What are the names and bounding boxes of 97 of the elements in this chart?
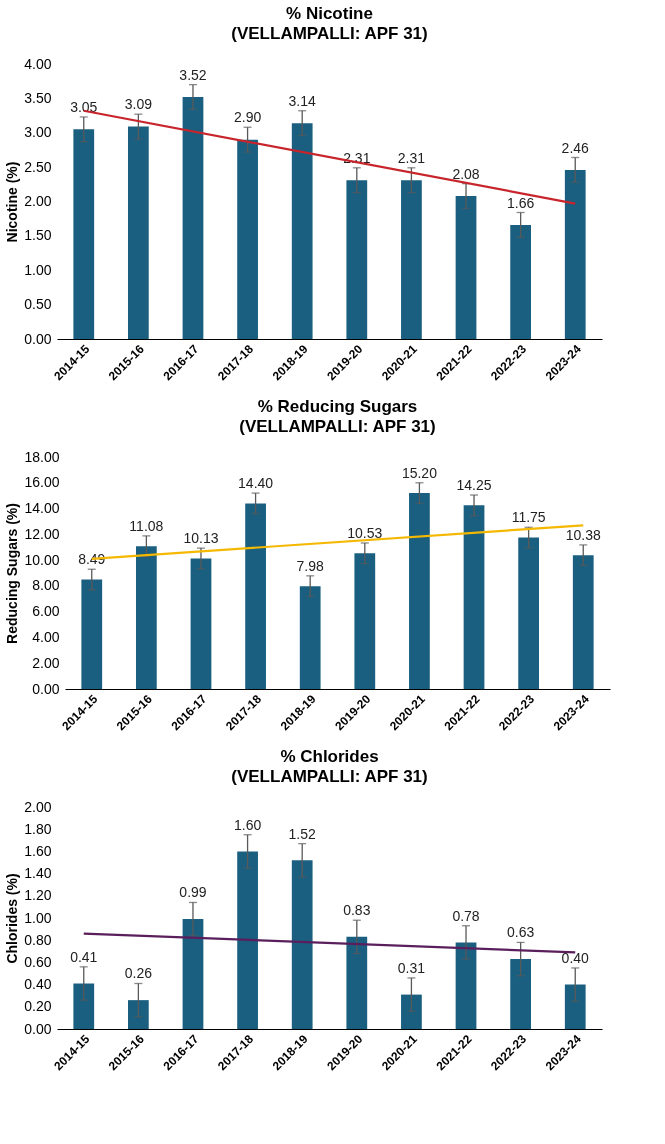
y-tick-label: 1.60 bbox=[24, 842, 52, 859]
y-tick-label: 10.00 bbox=[24, 551, 60, 568]
bar bbox=[237, 851, 258, 1029]
bar bbox=[455, 196, 477, 339]
bar bbox=[245, 503, 266, 689]
data-label: 3.05 bbox=[70, 98, 98, 115]
bar bbox=[127, 1000, 149, 1029]
bar bbox=[73, 129, 95, 339]
data-label: 10.13 bbox=[183, 530, 219, 547]
y-tick-label: 3.00 bbox=[24, 124, 52, 141]
bar bbox=[182, 97, 204, 339]
y-axis-title: Chlorides (%) bbox=[4, 873, 21, 964]
bar bbox=[354, 553, 376, 689]
y-axis-title: Reducing Sugars (%) bbox=[4, 503, 21, 644]
data-label: 1.66 bbox=[507, 194, 535, 211]
bar bbox=[572, 555, 594, 689]
y-tick-label: 0.50 bbox=[24, 296, 52, 313]
y-tick-label: 0.40 bbox=[24, 976, 52, 993]
data-label: 0.26 bbox=[124, 965, 153, 982]
bar bbox=[81, 579, 103, 689]
bar bbox=[73, 983, 95, 1029]
data-label: 2.31 bbox=[397, 149, 426, 166]
y-axis-title: Nicotine (%) bbox=[4, 161, 21, 243]
bar bbox=[346, 180, 368, 339]
y-tick-label: 6.00 bbox=[32, 603, 60, 620]
y-tick-label: 2.50 bbox=[24, 158, 52, 175]
bar bbox=[299, 586, 321, 689]
y-tick-label: 1.80 bbox=[24, 820, 52, 837]
y-tick-label: 1.50 bbox=[24, 227, 52, 244]
data-label: 0.41 bbox=[70, 948, 98, 965]
data-label: 11.75 bbox=[511, 509, 546, 526]
y-tick-label: 1.20 bbox=[24, 887, 52, 904]
data-label: 3.09 bbox=[124, 96, 153, 113]
y-tick-label: 0.60 bbox=[24, 953, 52, 970]
data-label: 1.60 bbox=[233, 816, 262, 833]
chart-title: % Chlorides bbox=[280, 747, 379, 766]
data-label: 2.08 bbox=[452, 165, 480, 182]
data-label: 7.98 bbox=[296, 557, 325, 574]
data-label: 3.52 bbox=[179, 66, 207, 83]
bar bbox=[182, 919, 204, 1029]
chart-subtitle: (VELLAMPALLI: APF 31) bbox=[239, 417, 436, 436]
data-label: 2.46 bbox=[561, 139, 590, 156]
data-label: 0.83 bbox=[343, 902, 371, 919]
bar bbox=[237, 139, 258, 339]
data-label: 10.53 bbox=[347, 524, 383, 541]
data-label: 1.52 bbox=[288, 825, 317, 842]
y-tick-label: 8.00 bbox=[32, 577, 60, 594]
y-tick-label: 4.00 bbox=[32, 628, 60, 645]
data-label: 14.40 bbox=[238, 475, 274, 492]
y-tick-label: 3.50 bbox=[24, 89, 52, 106]
bar bbox=[518, 537, 540, 689]
data-label: 14.25 bbox=[456, 477, 492, 494]
y-tick-label: 12.00 bbox=[24, 525, 60, 542]
data-label: 0.63 bbox=[507, 924, 535, 941]
y-tick-label: 4.00 bbox=[24, 55, 52, 72]
chart-subtitle: (VELLAMPALLI: APF 31) bbox=[231, 767, 428, 786]
data-label: 10.38 bbox=[565, 526, 601, 543]
y-tick-label: 18.00 bbox=[24, 448, 60, 465]
bar bbox=[510, 959, 532, 1029]
data-label: 0.40 bbox=[561, 949, 590, 966]
bar bbox=[291, 123, 313, 339]
y-tick-label: 0.80 bbox=[24, 931, 52, 948]
bar bbox=[409, 493, 430, 689]
bar bbox=[401, 180, 422, 339]
data-label: 0.31 bbox=[397, 959, 426, 976]
y-tick-label: 1.00 bbox=[24, 261, 52, 278]
chart-title: % Nicotine bbox=[286, 4, 373, 23]
bar bbox=[564, 169, 586, 339]
data-label: 0.99 bbox=[179, 884, 207, 901]
y-tick-label: 1.00 bbox=[24, 909, 52, 926]
data-label: 2.90 bbox=[233, 109, 262, 126]
y-tick-label: 16.00 bbox=[24, 474, 60, 491]
bar bbox=[127, 126, 149, 339]
y-tick-label: 0.20 bbox=[24, 998, 52, 1015]
bar bbox=[510, 224, 532, 339]
bar bbox=[463, 505, 485, 689]
chart-title: % Reducing Sugars bbox=[257, 397, 418, 416]
bar bbox=[564, 984, 586, 1029]
bar bbox=[401, 994, 422, 1029]
data-label: 0.78 bbox=[452, 907, 480, 924]
y-tick-label: 0.00 bbox=[32, 680, 60, 697]
bar bbox=[135, 546, 157, 689]
y-tick-label: 14.00 bbox=[24, 500, 60, 517]
y-tick-label: 1.40 bbox=[24, 865, 52, 882]
y-tick-label: 2.00 bbox=[24, 798, 52, 815]
y-tick-label: 2.00 bbox=[32, 654, 60, 671]
y-tick-label: 0.00 bbox=[24, 330, 52, 347]
bar bbox=[346, 936, 368, 1029]
bar bbox=[455, 942, 477, 1029]
chart-subtitle: (VELLAMPALLI: APF 31) bbox=[231, 24, 428, 43]
bar bbox=[291, 860, 313, 1029]
y-tick-label: 2.00 bbox=[24, 193, 52, 209]
data-label: 3.14 bbox=[288, 92, 317, 109]
bar bbox=[190, 558, 212, 689]
y-tick-label: 0.00 bbox=[24, 1020, 52, 1037]
data-label: 15.20 bbox=[401, 464, 438, 481]
data-label: 11.08 bbox=[129, 517, 164, 534]
